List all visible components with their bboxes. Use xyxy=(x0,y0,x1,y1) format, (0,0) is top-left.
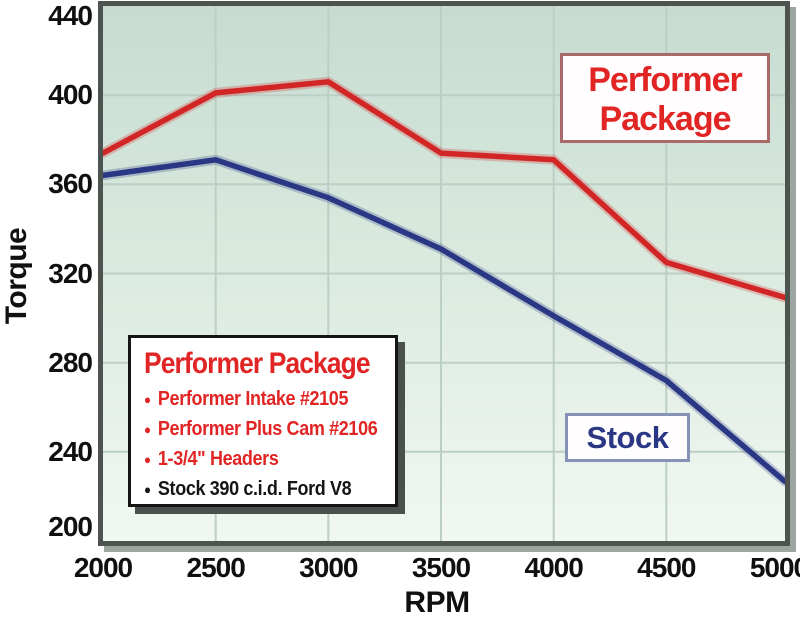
y-tick-label: 360 xyxy=(48,168,93,200)
spec-item: ● Performer Plus Cam #2106 xyxy=(144,418,378,441)
stock-callout: Stock xyxy=(565,413,690,462)
x-axis-title: RPM xyxy=(404,586,470,619)
spec-item: ● 1-3/4" Headers xyxy=(144,448,363,471)
y-tick-label: 240 xyxy=(48,435,93,467)
spec-item-text: Performer Intake #2105 xyxy=(157,388,349,410)
y-tick-label: 320 xyxy=(48,257,93,289)
spec-legend-box: Performer Package ● Performer Intake #210… xyxy=(128,335,398,507)
x-tick-label: 2000 xyxy=(73,552,133,583)
x-tick-label: 3000 xyxy=(299,552,358,583)
performer-callout-line1: Performer xyxy=(588,61,743,99)
spec-item: ● Stock 390 c.i.d. Ford V8 xyxy=(144,478,363,501)
performer-package-line xyxy=(103,79,785,301)
performer-callout-line2: Package xyxy=(599,100,732,139)
x-tick-label: 2500 xyxy=(186,552,246,583)
plot-area: Performer Package Stock Performer Packag… xyxy=(98,1,790,546)
y-tick-label: 200 xyxy=(48,511,93,542)
y-tick-label: 440 xyxy=(48,0,93,31)
performer-package-callout: Performer Package xyxy=(560,53,770,143)
bullet-icon: ● xyxy=(144,392,151,407)
bullet-icon: ● xyxy=(144,482,151,497)
x-tick-label: 4500 xyxy=(637,552,696,583)
spec-legend-items: ● Performer Intake #2105 ● Performer Plus C… xyxy=(144,388,387,501)
stock-line xyxy=(103,157,785,485)
y-tick-label: 280 xyxy=(48,346,93,378)
x-tick-label: 3500 xyxy=(411,552,471,583)
spec-item: ● Performer Intake #2105 xyxy=(144,388,363,411)
spec-legend-title: Performer Package xyxy=(144,347,371,380)
y-tick-label: 400 xyxy=(48,79,93,111)
x-tick-label: 4000 xyxy=(524,552,584,583)
x-tick-label: 5000 xyxy=(749,552,800,583)
spec-item-text: Performer Plus Cam #2106 xyxy=(157,418,378,440)
spec-item-text: Stock 390 c.i.d. Ford V8 xyxy=(157,478,352,500)
spec-item-text: 1-3/4" Headers xyxy=(157,448,279,470)
bullet-icon: ● xyxy=(144,422,151,437)
bullet-icon: ● xyxy=(144,452,151,467)
